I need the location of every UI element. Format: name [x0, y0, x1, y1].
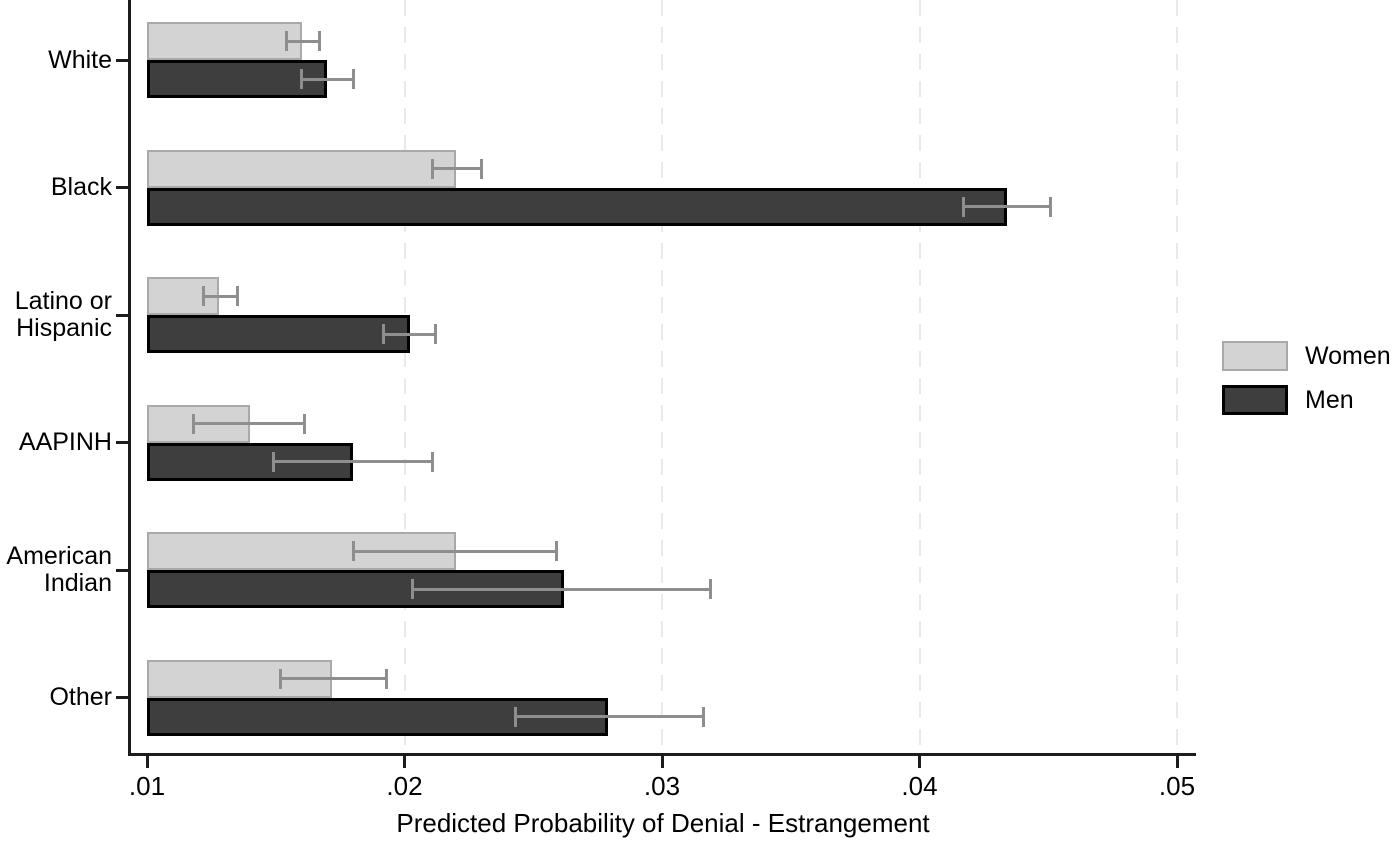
category-label-aapinh: AAPINH: [18, 428, 112, 456]
x-tick-label-.02: .02: [386, 771, 423, 801]
error-cap-low-latino-or-hispanic-men: [382, 324, 386, 344]
y-tick-american-indian: [116, 568, 128, 572]
error-cap-high-other-men: [701, 706, 705, 727]
error-bar-american-indian-women: [353, 549, 557, 553]
legend-row-men: Men: [1222, 385, 1391, 415]
error-cap-low-white-men: [300, 69, 303, 89]
legend-label-men: Men: [1305, 385, 1354, 414]
error-cap-low-american-indian-men: [410, 579, 414, 599]
error-bar-other-women: [280, 677, 387, 680]
error-cap-high-latino-or-hispanic-men: [433, 324, 437, 344]
category-label-white: White: [48, 45, 112, 74]
error-cap-high-black-women: [480, 158, 484, 179]
error-bar-other-men: [515, 715, 704, 718]
error-cap-high-black-men: [1049, 196, 1053, 217]
error-bar-white-men: [301, 77, 353, 81]
gridline-0.03: [661, 0, 663, 753]
error-bar-black-men: [963, 205, 1051, 208]
error-cap-low-black-men: [961, 196, 965, 217]
bar-black-women: [147, 149, 456, 188]
error-cap-low-aapinh-women: [191, 413, 195, 434]
y-tick-other: [116, 696, 128, 699]
y-tick-aapinh: [116, 441, 128, 444]
error-cap-low-latino-or-hispanic-women: [202, 286, 206, 306]
error-bar-white-women: [286, 39, 320, 43]
error-cap-high-aapinh-women: [302, 413, 306, 434]
error-cap-high-white-men: [351, 69, 355, 89]
bar-other-women: [147, 659, 333, 698]
x-tick-.02: [403, 756, 406, 768]
x-tick-.04: [918, 756, 921, 768]
gridline-0.05: [1176, 0, 1178, 753]
y-tick-black: [116, 186, 128, 189]
y-tick-white: [116, 58, 128, 62]
y-tick-latino-or-hispanic: [116, 313, 128, 317]
legend-swatch-women: [1222, 341, 1288, 371]
bar-aapinh-men: [147, 442, 353, 481]
gridline-0.04: [918, 0, 921, 753]
error-bar-latino-or-hispanic-men: [383, 332, 436, 336]
bar-white-men: [147, 60, 328, 98]
category-label-latino-or-hispanic: Latino or Hispanic: [14, 287, 112, 342]
bar-latino-or-hispanic-men: [147, 315, 410, 353]
x-tick-label-.03: .03: [643, 771, 681, 801]
gridline-0.02: [403, 0, 406, 753]
x-axis-line: [128, 753, 1196, 756]
y-axis-line: [128, 0, 131, 756]
x-tick-label-.04: .04: [901, 771, 938, 801]
bar-white-women: [147, 22, 302, 60]
error-cap-low-aapinh-men: [271, 451, 275, 472]
error-cap-high-american-indian-women: [554, 541, 558, 561]
legend-label-women: Women: [1305, 341, 1391, 370]
error-cap-low-american-indian-women: [351, 541, 355, 561]
error-cap-low-white-women: [284, 31, 288, 51]
error-cap-high-aapinh-men: [431, 451, 435, 472]
bar-black-men: [147, 187, 1008, 226]
error-bar-latino-or-hispanic-women: [203, 294, 238, 298]
error-cap-high-latino-or-hispanic-women: [235, 286, 239, 306]
error-bar-american-indian-men: [412, 587, 711, 591]
x-tick-.01: [145, 756, 149, 768]
category-label-black: Black: [50, 173, 112, 201]
x-tick-.03: [660, 756, 664, 768]
error-bar-black-women: [432, 167, 482, 170]
category-label-american-indian: American Indian: [6, 542, 112, 597]
error-cap-low-other-women: [279, 668, 283, 689]
category-label-other: Other: [49, 683, 112, 711]
error-bar-aapinh-men: [273, 460, 433, 463]
error-bar-aapinh-women: [193, 422, 305, 425]
error-cap-high-white-women: [318, 31, 322, 51]
legend-swatch-men: [1222, 385, 1288, 415]
error-cap-low-black-women: [431, 158, 435, 179]
error-cap-high-american-indian-men: [709, 579, 713, 599]
error-cap-high-other-women: [384, 668, 388, 689]
legend: Women Men: [1222, 341, 1391, 429]
x-tick-label-.05: .05: [1158, 771, 1196, 801]
error-cap-low-other-men: [513, 706, 517, 727]
x-axis-title: Predicted Probability of Denial - Estran…: [396, 808, 930, 838]
x-tick-.05: [1175, 756, 1179, 768]
legend-row-women: Women: [1222, 341, 1391, 371]
x-tick-label-.01: .01: [128, 771, 166, 801]
